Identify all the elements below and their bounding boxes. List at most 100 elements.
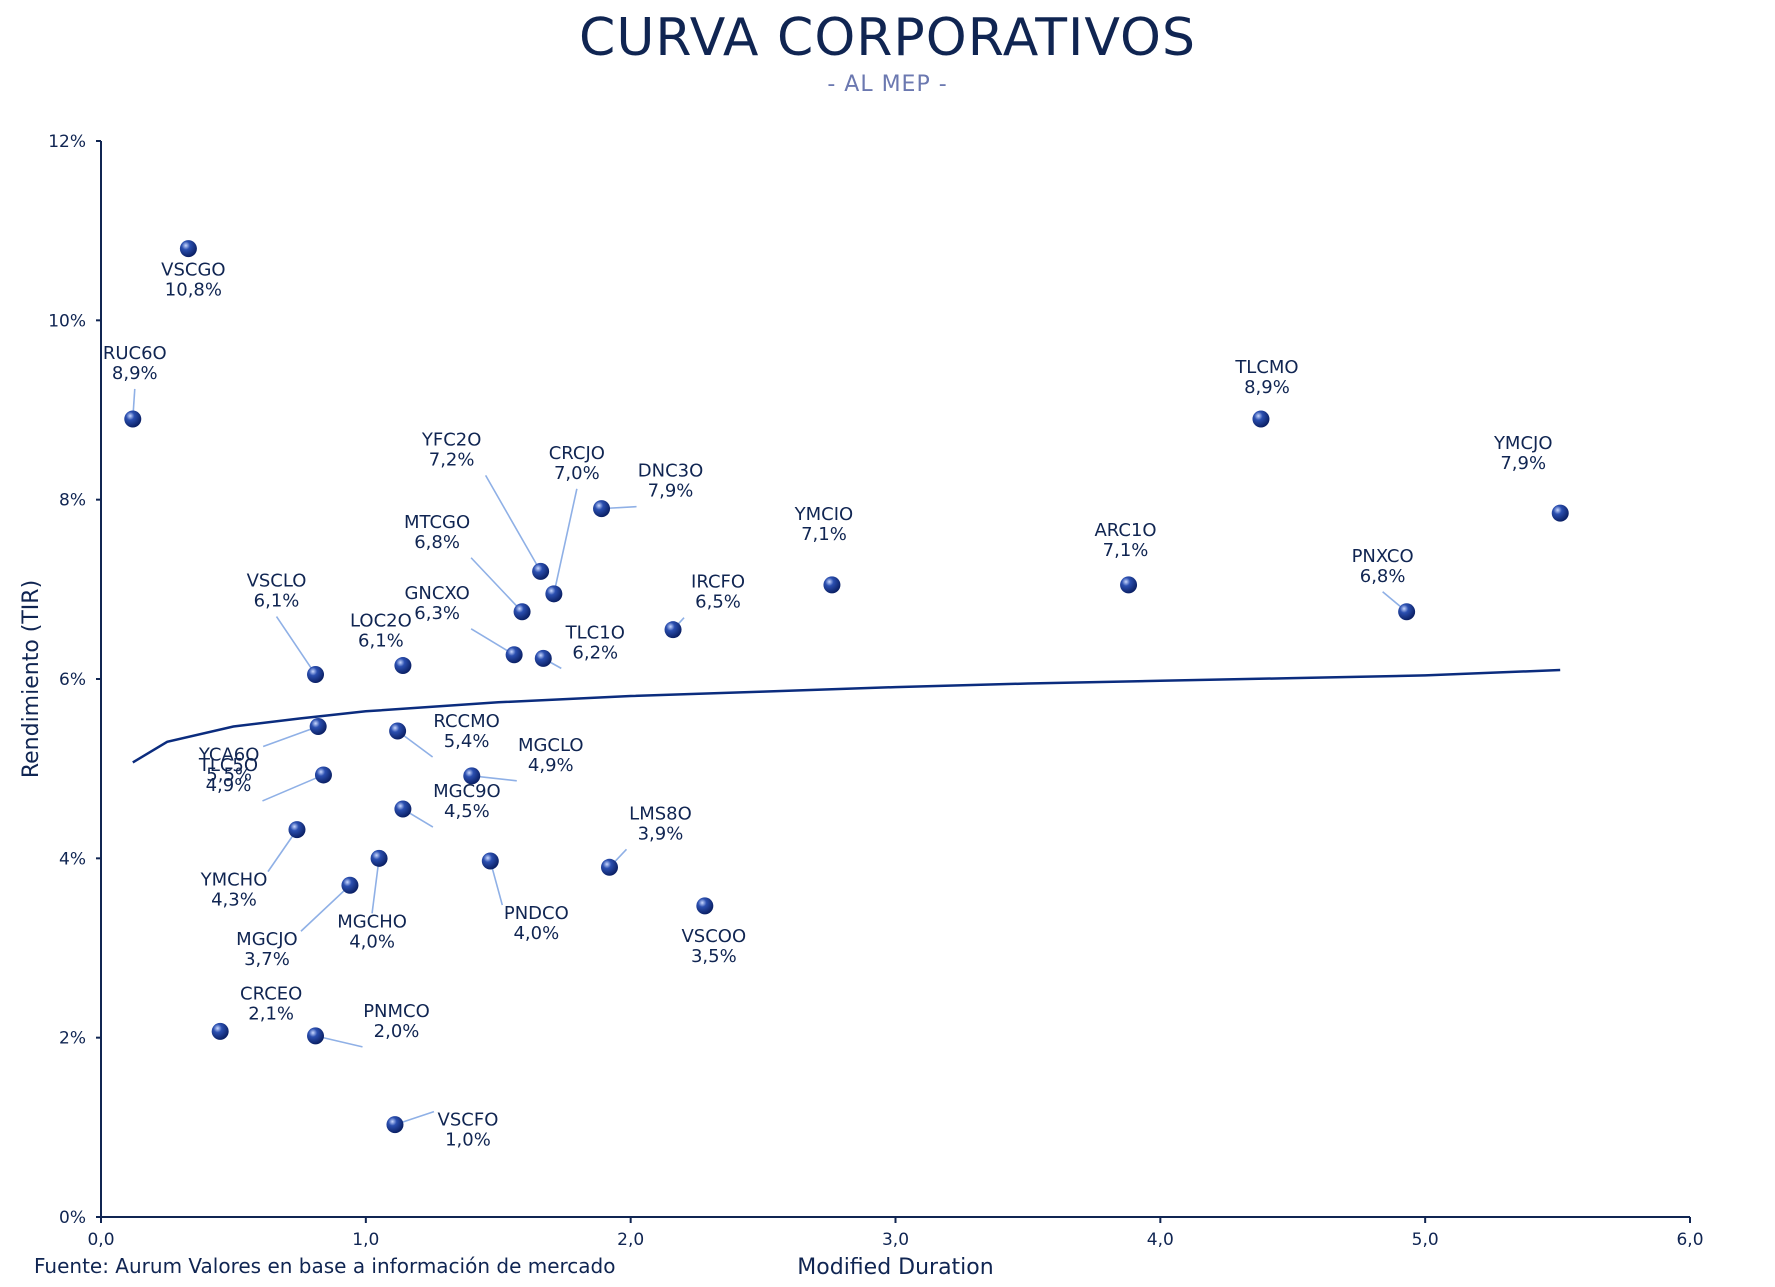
y-tick-label: 4% [59,849,86,869]
point-name-label: YMCIO [794,504,854,525]
x-tick-label: 4,0 [1147,1230,1174,1250]
data-point [696,897,714,915]
leader-line [267,829,298,873]
data-point [513,603,531,621]
point-value-label: 3,9% [638,823,684,844]
data-point [534,649,552,667]
point-name-label: TLC5O [198,755,258,776]
x-tick-label: 6,0 [1676,1230,1703,1250]
point-value-label: 6,1% [254,591,300,612]
leader-lines [131,388,1408,1126]
leader-line [262,774,324,802]
point-name-label: MGCJO [236,929,298,950]
point-value-label: 7,9% [648,481,694,502]
point-value-label: 5,4% [444,731,490,752]
point-name-label: PNXCO [1352,546,1414,567]
point-name-label: MTCGO [404,512,470,533]
data-point [179,240,197,258]
data-point [307,1027,325,1045]
trendline [132,668,1561,764]
point-value-label: 2,1% [248,1003,294,1024]
x-tick-label: 2,0 [617,1230,644,1250]
point-value-label: 3,7% [244,949,290,970]
data-point [341,876,359,894]
data-point [211,1022,229,1040]
chart-subtitle: - AL MEP - [827,72,948,97]
data-point [1398,603,1416,621]
point-name-label: CRCJO [549,443,605,464]
point-name-label: GNCXO [404,583,469,604]
point-name-label: CRCEO [240,983,302,1004]
point-value-label: 4,3% [211,890,257,911]
point-value-label: 3,5% [691,946,737,967]
point-value-label: 7,1% [801,524,847,545]
point-name-label: LOC2O [350,611,412,632]
leader-line [275,616,317,675]
data-point [532,562,550,580]
leader-line [300,884,351,932]
point-name-label: VSCFO [438,1110,499,1131]
point-name-label: TLC1O [565,622,625,643]
point-name-label: TLCMO [1234,357,1298,378]
data-point [124,410,142,428]
leader-line [484,475,542,572]
y-tick-label: 8% [59,491,86,511]
x-tick-label: 5,0 [1412,1230,1439,1250]
point-value-label: 6,2% [572,642,618,663]
leader-line [553,488,578,594]
axes: 0% 2% 4% 6% 8% 10% 12% 0,0 1,0 2,0 3,0 4,0 5,0 6,0 Mod… [19,132,1704,1280]
y-tick-label: 10% [48,311,86,331]
data-point [394,657,412,675]
data-point [309,718,327,736]
x-tick-label: 0,0 [87,1230,114,1250]
data-point [307,666,325,684]
data-point [600,858,618,876]
point-value-label: 7,1% [1103,540,1149,561]
point-name-label: RUC6O [103,343,167,364]
point-value-label: 4,9% [206,775,252,796]
point-name-label: DNC3O [638,461,704,482]
point-name-label: PNDCO [504,903,569,924]
point-name-label: VSCLO [247,571,307,592]
point-value-label: 1,0% [445,1130,491,1151]
point-value-label: 7,9% [1500,453,1546,474]
y-tick-label: 2% [59,1029,86,1049]
point-value-label: 7,2% [429,449,475,470]
leader-line [371,858,380,914]
point-value-label: 4,0% [349,931,395,952]
point-name-label: MGC9O [433,781,501,802]
leader-line [470,557,523,613]
point-value-label: 4,0% [513,923,559,944]
point-name-label: ARC1O [1094,520,1156,541]
data-point [593,500,611,518]
point-name-label: VSCOO [681,926,746,947]
chart-title: CURVA CORPORATIVOS [579,8,1196,68]
trendline-layer [132,668,1561,764]
x-axis-title: Modified Duration [797,1255,993,1280]
point-value-label: 2,0% [374,1021,420,1042]
point-name-label: YMCJO [1493,433,1553,454]
data-point [1551,504,1569,522]
data-point [505,646,523,664]
data-point [389,722,407,740]
point-value-label: 7,0% [554,463,600,484]
point-value-label: 4,9% [528,755,574,776]
point-value-label: 8,9% [1244,377,1290,398]
data-point [314,766,332,784]
point-name-label: IRCFO [691,572,745,593]
point-value-label: 5,5% [206,765,252,786]
y-tick-label: 12% [48,132,86,152]
y-axis-title: Rendimiento (TIR) [19,580,44,778]
x-tick-label: 3,0 [882,1230,909,1250]
point-name-label: YCA6O [198,745,260,766]
data-point [823,576,841,594]
point-name-label: RCCMO [433,711,499,732]
data-point [545,585,563,603]
point-value-label: 6,3% [414,603,460,624]
y-tick-label: 0% [59,1208,86,1228]
source-note: Fuente: Aurum Valores en base a informac… [34,1254,616,1278]
leader-line [262,725,319,748]
data-point [1252,410,1270,428]
point-value-label: 6,5% [695,592,741,613]
